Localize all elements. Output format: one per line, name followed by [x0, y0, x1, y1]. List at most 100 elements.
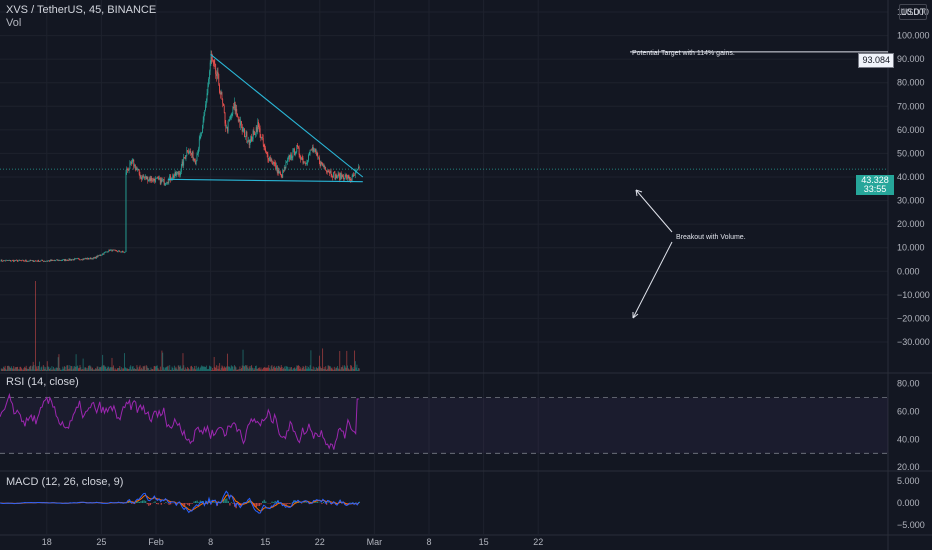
volume-bar: [330, 368, 332, 371]
candle-body: [246, 131, 248, 142]
candle-body: [333, 172, 335, 174]
macd-histogram-bar: [143, 500, 145, 503]
candle-body: [63, 259, 64, 260]
candle-body: [326, 171, 328, 173]
volume-bar: [280, 365, 282, 371]
candle-body: [285, 162, 287, 169]
volume-bar: [61, 369, 63, 371]
volume-bar: [301, 368, 303, 371]
volume-bar: [319, 355, 320, 371]
volume-bar: [260, 367, 262, 371]
arrowhead-down-icon: [632, 312, 639, 319]
volume-bar: [304, 365, 306, 371]
candle-body: [219, 84, 220, 93]
volume-bar: [351, 365, 352, 371]
candle-body: [235, 108, 237, 112]
symbol-title[interactable]: XVS / TetherUS, 45, BINANCE: [6, 4, 157, 16]
candle-body: [265, 151, 267, 153]
candle-body: [255, 127, 257, 134]
currency-button[interactable]: USDT: [899, 4, 927, 20]
candle-body: [46, 261, 48, 262]
candle-body: [83, 258, 85, 260]
volume-bar: [297, 365, 299, 371]
volume-bar: [38, 365, 40, 371]
volume-bar: [226, 353, 228, 371]
candle-body: [31, 260, 32, 262]
candle-body: [289, 155, 291, 160]
candle-body: [95, 256, 97, 259]
volume-bar: [300, 367, 302, 371]
candle-body: [134, 164, 136, 170]
volume-bar: [271, 365, 273, 371]
volume-bar: [324, 368, 326, 371]
rsi-label[interactable]: RSI (14, close): [6, 376, 79, 388]
volume-bar: [173, 369, 175, 371]
candle-body: [315, 149, 316, 153]
volume-bar: [326, 368, 328, 371]
candle-body: [265, 148, 266, 152]
volume-bar: [336, 366, 338, 371]
volume-bar: [289, 369, 291, 371]
candle-body: [303, 162, 305, 164]
candle-body: [55, 260, 57, 261]
rsi-axis-tick: 40.00: [897, 434, 920, 444]
volume-bar: [147, 367, 149, 371]
volume-bar: [161, 350, 163, 371]
volume-bar: [350, 365, 352, 371]
macd-label[interactable]: MACD (12, 26, close, 9): [6, 476, 124, 488]
candle-body: [128, 168, 130, 171]
volume-bar: [228, 367, 230, 371]
candle-body: [358, 166, 359, 170]
volume-bar: [273, 365, 275, 371]
volume-bar: [95, 368, 97, 371]
candle-body: [335, 175, 337, 180]
candle-body: [4, 260, 6, 262]
macd-histogram-bar: [168, 503, 170, 505]
macd-histogram-bar: [149, 503, 151, 506]
volume-bar: [9, 367, 11, 371]
macd-histogram-bar: [332, 503, 334, 504]
volume-bar: [141, 367, 143, 371]
volume-bar: [97, 366, 99, 371]
candle-body: [103, 252, 105, 255]
volume-bar: [240, 368, 242, 371]
macd-histogram-bar: [184, 503, 186, 507]
candle-body: [205, 104, 206, 111]
candle-body: [319, 157, 320, 164]
candle-body: [293, 148, 295, 150]
volume-bar: [230, 368, 231, 371]
volume-bar: [192, 369, 194, 371]
candle-body: [263, 144, 265, 148]
candle-body: [317, 155, 319, 158]
volume-bar: [299, 368, 301, 371]
volume-bar: [283, 368, 285, 371]
candle-body: [280, 174, 282, 176]
volume-bar: [19, 366, 21, 371]
candle-body: [197, 153, 199, 155]
volume-bar: [39, 369, 41, 371]
candle-body: [11, 260, 13, 261]
volume-bar: [296, 365, 298, 371]
candle-body: [214, 63, 216, 65]
volume-bar: [163, 367, 164, 371]
volume-bar: [255, 365, 257, 371]
candle-body: [154, 180, 156, 183]
macd-histogram-bar: [187, 503, 189, 506]
volume-bar: [6, 369, 8, 371]
candle-body: [9, 260, 11, 261]
candle-body: [309, 150, 311, 155]
volume-bar: [193, 368, 195, 371]
volume-bar: [308, 366, 309, 371]
volume-bar: [239, 366, 241, 371]
volume-bar: [356, 364, 358, 371]
candle-body: [248, 140, 249, 142]
candle-body: [189, 151, 191, 153]
candle-body: [120, 251, 121, 253]
volume-bar: [17, 366, 19, 371]
volume-bar: [251, 365, 253, 371]
candle-body: [278, 170, 280, 174]
macd-histogram-bar: [304, 502, 306, 503]
volume-bar: [249, 368, 251, 371]
volume-bar: [233, 369, 235, 371]
macd-histogram-bar: [127, 501, 130, 503]
